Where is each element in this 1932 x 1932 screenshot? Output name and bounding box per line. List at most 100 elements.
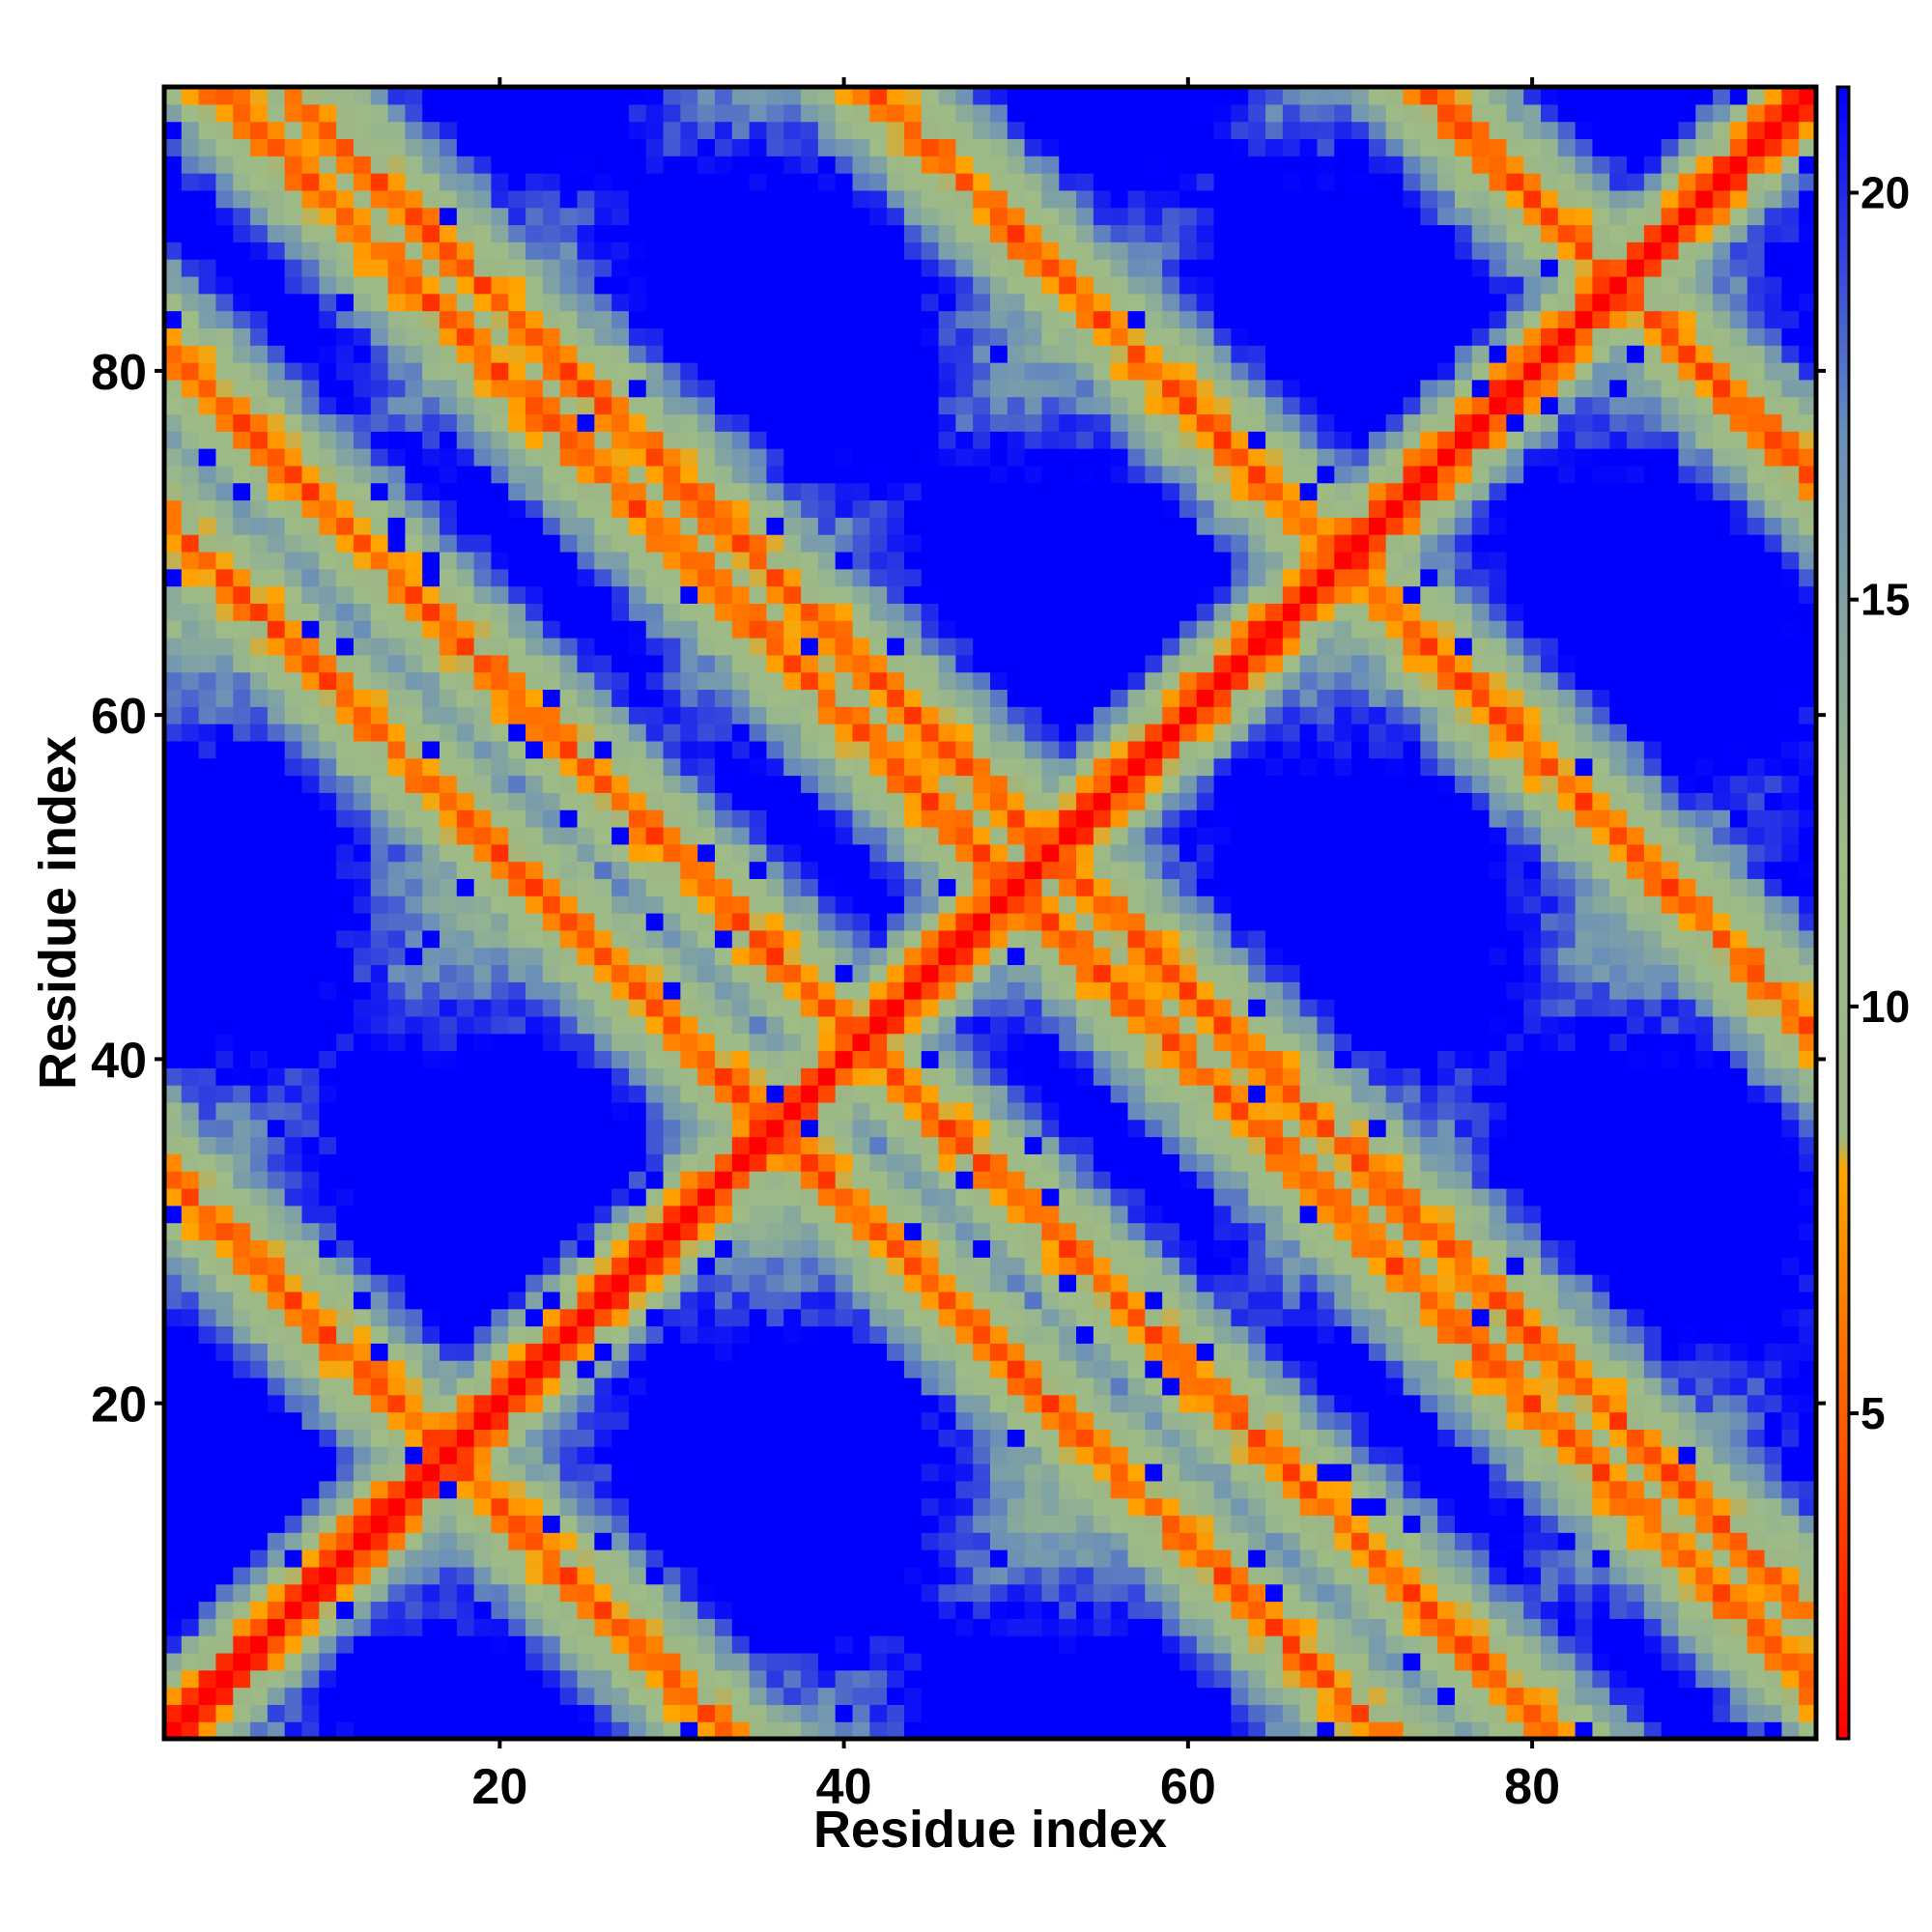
heatmap-cell [559,275,579,295]
heatmap-cell [715,156,733,174]
heatmap-cell [577,947,595,966]
heatmap-cell [164,1532,183,1550]
heatmap-cell [301,861,320,879]
heatmap-cell [422,448,440,467]
heatmap-cell [783,878,802,896]
heatmap-cell [542,1515,561,1533]
heatmap-cell [508,1033,526,1052]
heatmap-cell [835,293,854,312]
heatmap-cell [955,1549,974,1568]
heatmap-cell [955,551,974,570]
heatmap-cell [267,1669,286,1689]
heatmap-cell [715,362,733,381]
heatmap-cell [267,913,286,931]
heatmap-cell [731,1618,751,1636]
heatmap-cell [628,534,647,553]
heatmap-cell [405,499,423,518]
heatmap-cell [215,999,234,1017]
heatmap-cell [783,913,802,931]
heatmap-cell [903,345,923,363]
heatmap-cell [387,327,406,346]
heatmap-cell [526,1463,544,1482]
heatmap-cell [869,895,888,914]
heatmap-cell [181,1101,200,1121]
heatmap-cell [783,1669,802,1689]
heatmap-cell [645,620,665,639]
heatmap-cell [955,310,974,328]
heatmap-cell [405,293,423,312]
heatmap-cell [508,310,526,328]
heatmap-cell [731,1308,751,1327]
heatmap-cell [559,1429,579,1447]
heatmap-cell [1041,689,1060,707]
heatmap-cell [852,1635,870,1654]
heatmap-cell [645,1239,665,1258]
heatmap-cell [215,156,234,174]
heatmap-cell [645,1360,665,1378]
heatmap-cell [422,792,440,810]
heatmap-cell [301,1687,320,1705]
heatmap-cell [645,1687,665,1705]
heatmap-cell [697,310,716,328]
heatmap-cell [1024,964,1043,982]
heatmap-cell [973,517,991,535]
heatmap-cell [387,431,406,449]
heatmap-cell [921,103,940,123]
heatmap-cell [405,1101,423,1121]
heatmap-cell [215,448,234,467]
heatmap-cell [473,895,493,914]
heatmap-cell [456,620,475,639]
heatmap-cell [370,1257,389,1275]
heatmap-cell [215,792,234,810]
heatmap-cell [508,1308,526,1327]
heatmap-cell [233,1549,251,1568]
heatmap-cell [456,1429,475,1447]
heatmap-cell [955,913,974,931]
heatmap-cell [1024,654,1043,673]
heatmap-cell [456,826,475,845]
heatmap-cell [766,1704,784,1722]
heatmap-cell [267,861,286,879]
heatmap-cell [491,396,509,415]
heatmap-cell [164,1274,183,1293]
heatmap-cell [680,913,698,931]
heatmap-cell [181,1583,200,1603]
heatmap-cell [766,1308,784,1327]
heatmap-cell [715,740,733,759]
heatmap-cell [526,947,544,966]
heatmap-cell [577,740,595,759]
heatmap-cell [559,1618,579,1636]
heatmap-cell [284,1652,303,1671]
heatmap-cell [198,1704,217,1722]
heatmap-cell [215,603,234,621]
heatmap-cell [491,1205,509,1224]
heatmap-cell [903,1411,923,1430]
heatmap-cell [973,843,991,863]
heatmap-cell [680,964,698,982]
heatmap-cell [542,706,561,724]
heatmap-cell [594,259,612,277]
heatmap-cell [938,1308,956,1327]
heatmap-cell [680,259,698,277]
heatmap-cell [990,1497,1009,1517]
heatmap-cell [628,189,647,209]
heatmap-cell [198,585,217,604]
heatmap-cell [903,103,923,123]
heatmap-cell [645,1222,665,1241]
heatmap-cell [835,1601,854,1619]
heatmap-cell [473,1257,493,1275]
heatmap-cell [405,121,423,140]
heatmap-cell [250,189,269,209]
heatmap-cell [955,861,974,879]
heatmap-cell [215,1257,234,1275]
heatmap-cell [250,345,269,363]
heatmap-cell [577,603,595,621]
heatmap-cell [611,1119,630,1138]
heatmap-cell [783,1222,802,1241]
heatmap-cell [715,913,733,931]
heatmap-cell [680,173,698,191]
heatmap-cell [491,1153,509,1172]
heatmap-cell [921,1325,940,1344]
heatmap-cell [645,878,665,896]
heatmap-cell [422,499,440,518]
